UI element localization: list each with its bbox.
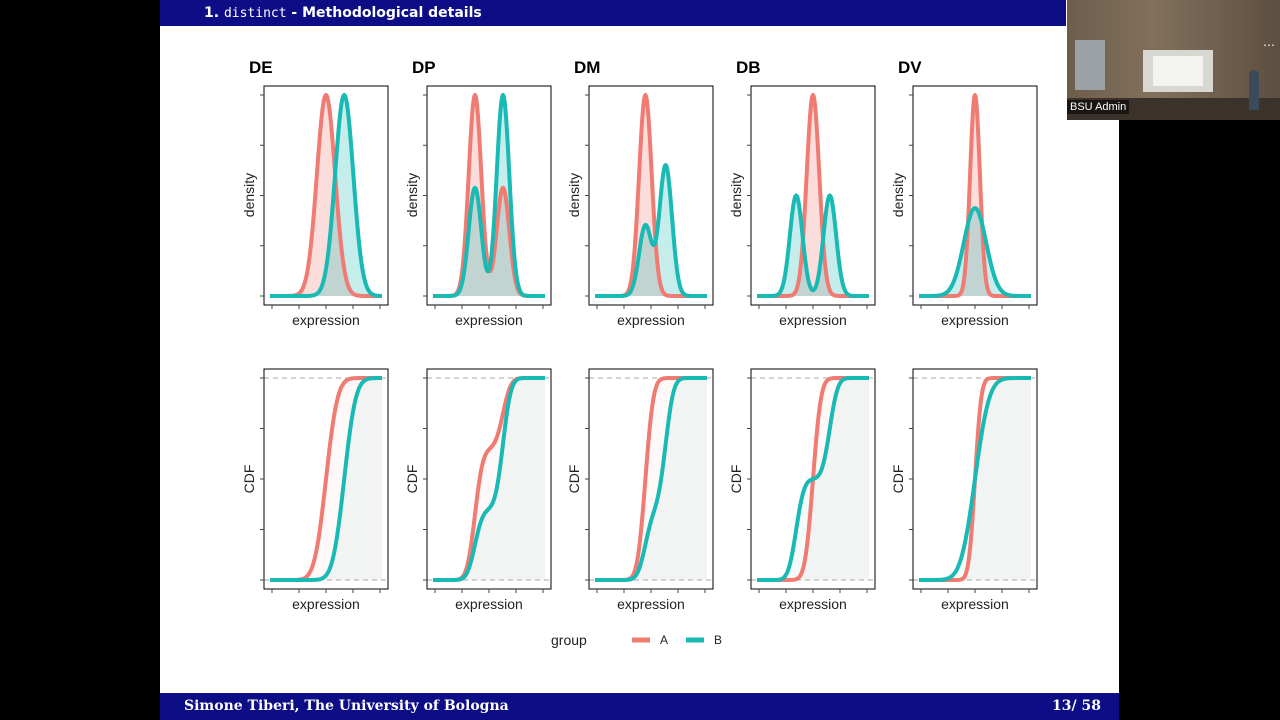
section-number: 1. bbox=[204, 5, 220, 21]
cdf-area-a-dp bbox=[433, 378, 545, 580]
slide-header: 1. distinct - Methodological details bbox=[160, 0, 1066, 26]
video-window bbox=[1075, 40, 1105, 90]
cdf-ylabel-dm: CDF bbox=[566, 465, 582, 494]
density-area-a-dv bbox=[919, 95, 1031, 296]
video-projection-content bbox=[1153, 56, 1203, 86]
cdf-xlabel-dp: expression bbox=[455, 596, 523, 612]
cdf-line-b-de bbox=[268, 376, 384, 582]
cdf-xlabel-dv: expression bbox=[941, 596, 1009, 612]
density-ylabel-dp: density bbox=[404, 173, 420, 217]
section-package-name: distinct bbox=[223, 6, 287, 21]
video-person bbox=[1249, 70, 1259, 110]
density-ylabel-db: density bbox=[728, 173, 744, 217]
footer-page-number: 13/ 58 bbox=[1052, 698, 1101, 714]
density-area-a-de bbox=[270, 95, 382, 296]
panel-title-dv: DV bbox=[898, 58, 922, 77]
legend-label-b: B bbox=[714, 633, 722, 647]
density-xlabel-de: expression bbox=[292, 312, 360, 328]
cdf-xlabel-dm: expression bbox=[617, 596, 685, 612]
panel-title-dp: DP bbox=[412, 58, 436, 77]
cdf-line-b-dp bbox=[431, 376, 547, 582]
cdf-ylabel-dp: CDF bbox=[404, 465, 420, 494]
footer-author: Simone Tiberi, The University of Bologna bbox=[184, 698, 509, 714]
participant-name-label: BSU Admin bbox=[1067, 100, 1130, 114]
density-ylabel-de: density bbox=[241, 173, 257, 217]
density-line-b-dv bbox=[917, 206, 1033, 298]
density-area-a-db bbox=[757, 95, 869, 296]
density-line-b-db bbox=[755, 193, 871, 298]
panel-title-dm: DM bbox=[574, 58, 600, 77]
density-xlabel-db: expression bbox=[779, 312, 847, 328]
density-xlabel-dm: expression bbox=[617, 312, 685, 328]
density-line-b-de bbox=[268, 93, 384, 298]
density-line-b-dp bbox=[431, 93, 547, 298]
density-line-b-dm bbox=[593, 163, 709, 298]
density-area-b-dv bbox=[919, 208, 1031, 296]
cdf-area-b-dm bbox=[595, 378, 707, 580]
section-title: - Methodological details bbox=[286, 5, 482, 21]
density-area-b-de bbox=[270, 95, 382, 296]
cdf-area-b-dp bbox=[433, 378, 545, 580]
density-xlabel-dp: expression bbox=[455, 312, 523, 328]
slide: 1. distinct - Methodological details DE e… bbox=[160, 0, 1119, 720]
more-options-icon[interactable]: ⋯ bbox=[1263, 38, 1276, 52]
panel-title-db: DB bbox=[736, 58, 761, 77]
cdf-ylabel-dv: CDF bbox=[890, 465, 906, 494]
distribution-figure: DE expression density expression CDF DP expres… bbox=[241, 58, 1038, 648]
slide-footer: Simone Tiberi, The University of Bologna… bbox=[160, 693, 1119, 720]
density-xlabel-dv: expression bbox=[941, 312, 1009, 328]
cdf-xlabel-de: expression bbox=[292, 596, 360, 612]
cdf-ylabel-de: CDF bbox=[241, 465, 257, 494]
density-area-b-dm bbox=[595, 165, 707, 296]
legend-title: group bbox=[551, 632, 587, 648]
legend-label-a: A bbox=[660, 633, 668, 647]
cdf-line-b-db bbox=[755, 376, 871, 582]
cdf-line-b-dm bbox=[593, 376, 709, 582]
cdf-area-a-dm bbox=[595, 378, 707, 580]
participant-video-tile[interactable]: ⋯ BSU Admin bbox=[1067, 0, 1280, 120]
cdf-xlabel-db: expression bbox=[779, 596, 847, 612]
density-ylabel-dv: density bbox=[890, 173, 906, 217]
cdf-area-b-de bbox=[270, 378, 382, 580]
density-ylabel-dm: density bbox=[566, 173, 582, 217]
cdf-ylabel-db: CDF bbox=[728, 465, 744, 494]
cdf-line-b-dv bbox=[917, 376, 1033, 582]
panel-title-de: DE bbox=[249, 58, 273, 77]
